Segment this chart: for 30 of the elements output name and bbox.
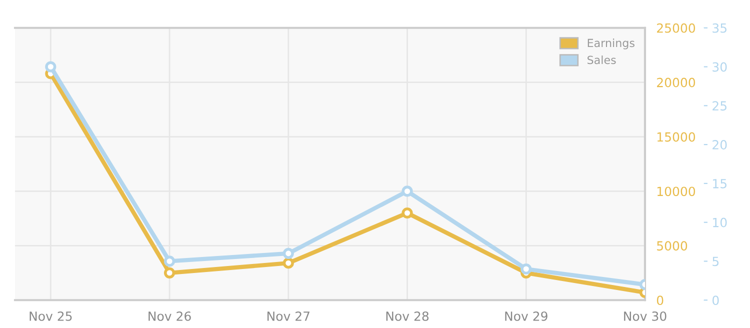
x-tick-label: Nov 30 [624,311,666,321]
y2-tick-label: 0 [712,296,719,306]
y2-tick-label: 15 [713,179,726,188]
y2-tick-label: 25 [712,101,726,111]
y2-tick-label: 35 [712,23,726,33]
x-tick-label: Nov 26 [148,311,191,321]
y-tick-label: 10000 [657,186,696,196]
y-tick-label: 25000 [657,23,696,33]
point [402,186,413,197]
y2-tick-label: 5 [712,256,719,266]
legend-label: Earnings [588,38,634,50]
y-tick-label: 20000 [657,78,696,88]
point [45,61,56,72]
point [282,248,294,260]
point [164,267,176,278]
y-tick-label: 5000 [657,241,688,251]
y2-tick-label: 20 [712,140,727,150]
point [164,256,176,267]
y2-tick-label: 10 [713,218,727,228]
x-tick-label: Nov 28 [386,311,429,321]
y-tick-label: 15000 [657,132,696,142]
x-tick-label: Nov 29 [505,311,548,321]
legend-label: Sales [588,56,616,64]
y2-tick-label: 30 [712,62,727,72]
point [402,207,413,219]
point [520,263,532,275]
point [282,258,294,269]
x-tick-label: Nov 27 [267,311,310,321]
y-tick-label: 0 [656,296,664,306]
x-tick-label: Nov 25 [30,311,72,321]
